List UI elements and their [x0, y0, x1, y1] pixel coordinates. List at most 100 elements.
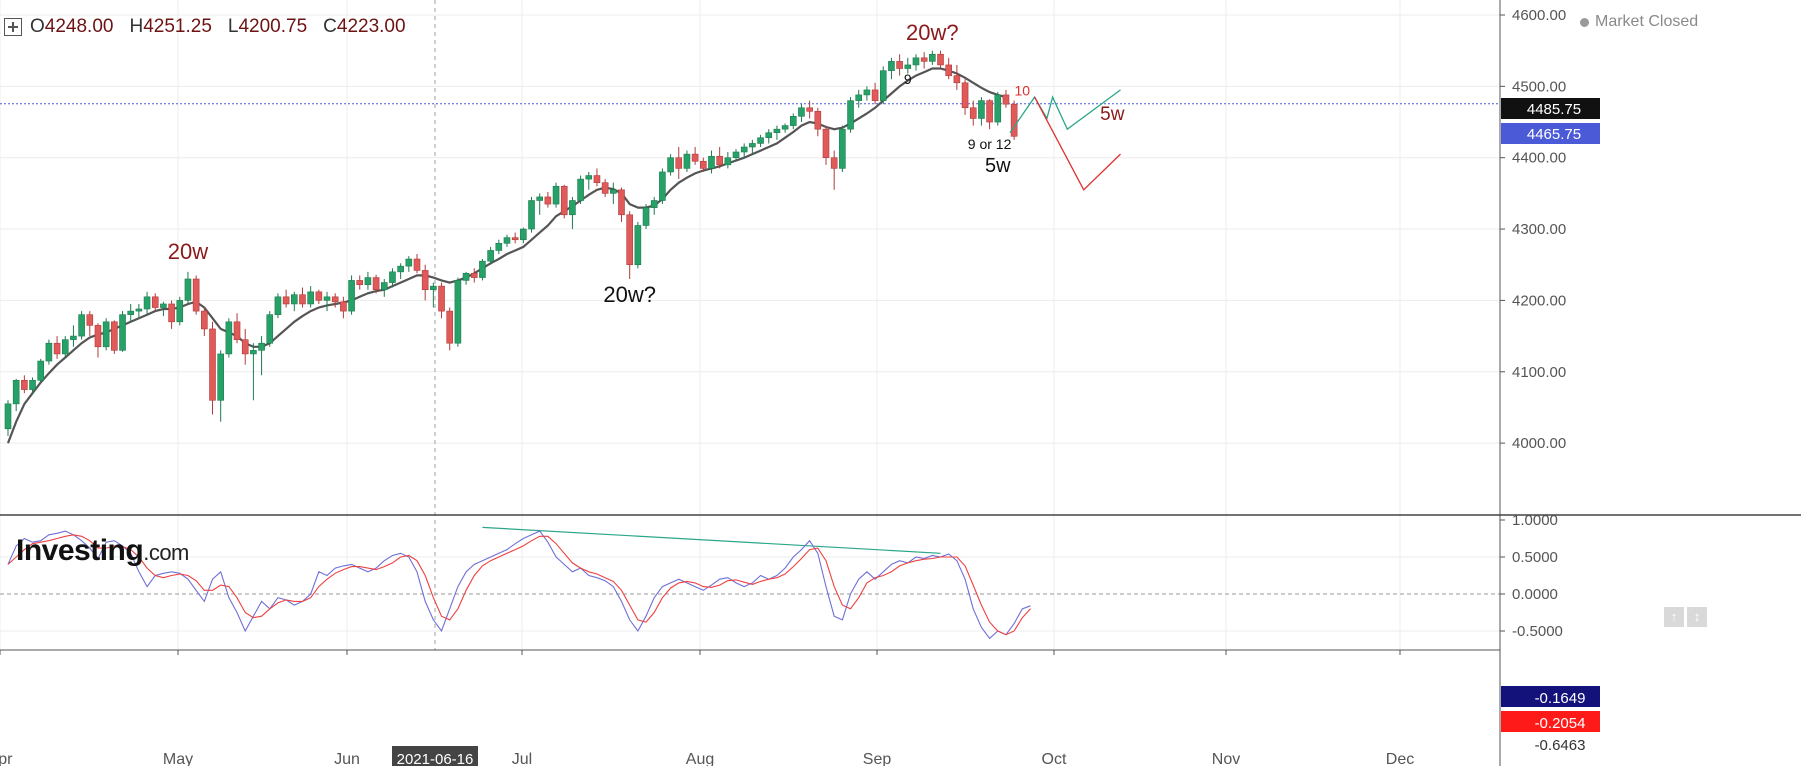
candle [708, 150, 715, 174]
candle-body [691, 153, 699, 162]
stoch-k-line [7, 530, 1031, 640]
candle-body [405, 258, 413, 267]
candle-body [421, 270, 429, 290]
candle-body [151, 296, 159, 308]
candle-body [953, 75, 961, 84]
y-tick-label: 4100.00 [1512, 364, 1566, 381]
candle [201, 307, 208, 337]
candle [225, 318, 233, 358]
candle-body [487, 250, 494, 262]
market-status-text: Market Closed [1595, 13, 1699, 30]
candle [610, 182, 617, 205]
candle [593, 168, 601, 187]
candle-body [290, 294, 298, 305]
moving-average-line [6, 67, 1007, 444]
candle-body [986, 100, 993, 123]
candle-body [904, 64, 912, 69]
candle-body [192, 278, 200, 312]
candle-body [945, 64, 953, 76]
indicator-label-bg [1501, 733, 1600, 754]
candle-body [119, 314, 126, 351]
candle [912, 54, 920, 71]
candle [61, 336, 69, 358]
candle [675, 146, 683, 180]
candle [626, 211, 633, 279]
market-status: Market Closed [1580, 13, 1698, 31]
candle-body [454, 280, 462, 344]
candle-body [201, 310, 208, 330]
candle [274, 293, 282, 319]
candle-body [446, 310, 454, 344]
candle-body [282, 296, 290, 305]
candle-body [593, 175, 601, 183]
candle [372, 274, 380, 294]
candle-body [160, 303, 167, 308]
candle-body [708, 155, 715, 169]
projection-lines [1009, 89, 1121, 191]
candle-body [479, 260, 486, 278]
crosshair-date-bg [392, 746, 478, 766]
candle-body [323, 296, 331, 301]
candle-body [699, 160, 707, 169]
candle [896, 54, 903, 76]
candle [765, 129, 773, 144]
candle-body [552, 185, 560, 205]
expand-icon[interactable] [4, 18, 22, 36]
candle [536, 193, 544, 215]
candle-body [511, 237, 519, 241]
candle [323, 291, 331, 312]
candle-body [879, 70, 887, 101]
candle [863, 86, 871, 101]
candle [413, 254, 421, 274]
candle [160, 301, 167, 317]
candle [552, 182, 560, 208]
candle [691, 146, 699, 165]
grid [0, 0, 1500, 650]
candle [544, 191, 552, 208]
moving-average [6, 67, 1007, 444]
annotation-label: 20w? [906, 20, 959, 45]
x-tick-label: Jul [512, 751, 532, 766]
crosshair-date-text: 2021-06-16 [397, 751, 474, 766]
candle [151, 293, 159, 312]
candle-body [544, 196, 552, 205]
candle [749, 139, 756, 155]
candle [454, 277, 462, 347]
candle [405, 256, 413, 272]
annotation-label: 20w [168, 239, 208, 264]
candle [21, 375, 28, 394]
candle-body [798, 107, 805, 117]
candle-body [839, 128, 846, 169]
candle-body [37, 360, 45, 381]
candle [331, 293, 339, 308]
x-tick-label: Nov [1212, 751, 1240, 766]
candle [397, 263, 404, 279]
annotation-label: 20w? [603, 282, 656, 307]
arrow-up-icon[interactable]: ↑ [1664, 607, 1684, 627]
indicator-label-text: -0.1649 [1535, 690, 1586, 707]
candle-body [307, 291, 314, 305]
arrow-updown-icon[interactable]: ↕ [1687, 607, 1707, 627]
candle [732, 149, 740, 162]
candlesticks [4, 50, 1018, 436]
candle-body [814, 111, 822, 130]
candle-body [258, 342, 265, 351]
candle [290, 291, 298, 312]
candle [241, 328, 249, 365]
candle [266, 311, 274, 347]
stochastic-indicator [7, 526, 1031, 640]
candle [781, 123, 789, 133]
annotation-label: 10 [1015, 83, 1031, 99]
candle [871, 82, 879, 105]
indicator-value-label: -0.1649 [1501, 686, 1600, 707]
candle [78, 311, 85, 340]
candle-body [1010, 103, 1018, 137]
candle [839, 125, 846, 172]
candle [487, 246, 494, 265]
y-tick-label: 4300.00 [1512, 221, 1566, 238]
y-tick-label: 0.5000 [1512, 549, 1558, 566]
candle [569, 196, 576, 230]
candle [740, 143, 748, 158]
candle-body [978, 100, 985, 119]
